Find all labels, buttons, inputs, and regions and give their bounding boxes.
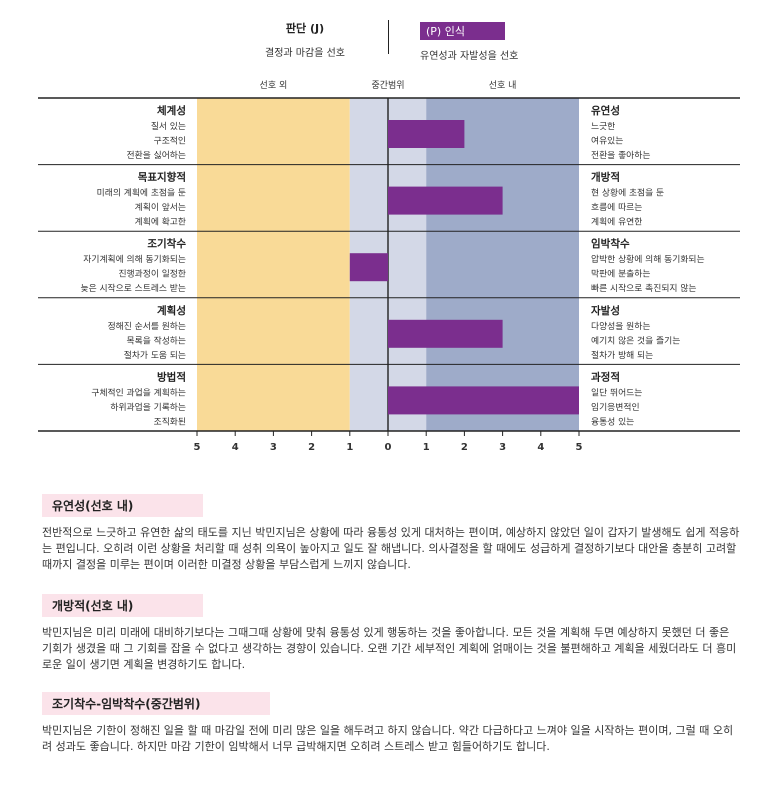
right-facet-desc: 느긋한	[591, 121, 615, 132]
facet-bar	[388, 120, 465, 148]
facet-bar	[388, 186, 503, 215]
axis-tick-label: 1	[423, 442, 430, 453]
right-facet-title: 과정적	[591, 370, 620, 383]
zone-label-out: 선호 외	[260, 79, 288, 91]
judging-header: 판단 (J) 결정과 마감을 선호	[250, 20, 360, 59]
perceiving-header: (P) 인식 유연성과 자발성을 선호	[420, 20, 550, 62]
right-facet-desc: 막판에 분출하는	[591, 269, 650, 280]
axis-tick-label: 4	[537, 442, 544, 453]
section-flexibility: 유연성(선호 내) 전반적으로 느긋하고 유연한 삶의 태도를 지닌 박민지님은…	[42, 494, 742, 573]
left-facet-title: 조기착수	[147, 237, 186, 250]
right-facet-desc: 압박한 상황에 의해 동기화되는	[591, 253, 705, 265]
perceiving-subtitle: 유연성과 자발성을 선호	[420, 51, 519, 62]
zone-in-preference	[426, 98, 579, 431]
right-facet-desc: 예기치 않은 것을 즐기는	[591, 334, 680, 346]
header-divider	[388, 20, 389, 54]
left-facet-desc: 하위과업을 기록하는	[110, 402, 186, 413]
left-facet-title: 방법적	[157, 370, 186, 383]
left-facet-desc: 구조적인	[154, 135, 186, 147]
section-start-timing: 조기착수-임박착수(중간범위) 박민지님은 기한이 정해진 일을 할 때 마감일…	[42, 692, 742, 755]
section-body: 박민지님은 기한이 정해진 일을 할 때 마감일 전에 미리 많은 일을 해두려…	[42, 724, 734, 753]
left-facet-desc: 늦은 시작으로 스트레스 받는	[80, 283, 186, 294]
right-facet-desc: 빠른 시작으로 촉진되지 않는	[591, 283, 697, 294]
right-facet-desc: 전환을 좋아하는	[591, 149, 650, 161]
zone-label-mid: 중간범위	[371, 80, 404, 91]
axis-tick-label: 5	[194, 442, 201, 453]
facet-bar	[388, 386, 579, 415]
perceiving-title: (P) 인식	[420, 22, 505, 40]
zone-label-in: 선호 내	[489, 80, 517, 91]
right-facet-desc: 흐름에 따르는	[591, 202, 642, 213]
right-facet-title: 자발성	[591, 304, 620, 317]
right-facet-desc: 절차가 방해 되는	[591, 349, 653, 361]
left-facet-desc: 절차가 도움 되는	[124, 349, 186, 361]
right-facet-desc: 융통성 있는	[591, 415, 634, 427]
section-heading: 조기착수-임박착수(중간범위)	[42, 692, 271, 715]
left-facet-desc: 질서 있는	[151, 120, 186, 132]
left-facet-title: 목표지향적	[138, 171, 186, 184]
axis-tick-label: 0	[385, 442, 392, 453]
axis-tick-label: 2	[308, 442, 315, 453]
right-facet-title: 개방적	[591, 171, 620, 184]
left-facet-desc: 조직화된	[154, 415, 186, 427]
judging-title: 판단 (J)	[285, 22, 325, 35]
left-facet-desc: 구체적인 과업을 계획하는	[91, 386, 186, 398]
zone-out-of-preference	[197, 98, 350, 431]
left-facet-desc: 미래의 계획에 초점을 둔	[97, 187, 186, 199]
right-facet-title: 임박착수	[591, 237, 630, 250]
left-facet-desc: 계획에 확고한	[135, 216, 186, 228]
left-facet-desc: 자기계획에 의해 동기화되는	[83, 253, 186, 265]
left-facet-desc: 목록을 작성하는	[127, 335, 186, 346]
axis-tick-label: 2	[461, 442, 468, 453]
left-facet-desc: 전환을 싫어하는	[127, 149, 186, 161]
left-facet-title: 체계성	[157, 104, 186, 117]
axis-tick-label: 5	[576, 442, 583, 453]
right-facet-desc: 여유있는	[591, 135, 623, 147]
judging-subtitle: 결정과 마감을 선호	[265, 48, 345, 59]
right-facet-title: 유연성	[591, 104, 620, 117]
left-facet-desc: 진행과정이 일정한	[118, 268, 186, 280]
section-openness: 개방적(선호 내) 박민지님은 미리 미래에 대비하기보다는 그때그때 상황에 …	[42, 594, 742, 673]
section-body: 박민지님은 미리 미래에 대비하기보다는 그때그때 상황에 맞춰 융통성 있게 …	[42, 626, 737, 671]
axis-tick-label: 4	[232, 442, 239, 453]
facet-bar	[349, 253, 388, 282]
left-facet-title: 계획성	[157, 304, 186, 317]
right-facet-desc: 다양성을 원하는	[591, 321, 650, 332]
section-body: 전반적으로 느긋하고 유연한 삶의 태도를 지닌 박민지님은 상황에 따라 융통…	[42, 526, 740, 571]
right-facet-desc: 계획에 유연한	[591, 216, 642, 228]
left-facet-desc: 계획이 앞서는	[135, 201, 186, 213]
section-heading: 개방적(선호 내)	[42, 594, 204, 617]
facet-bar	[388, 319, 503, 348]
axis-tick-label: 3	[270, 442, 277, 453]
section-heading: 유연성(선호 내)	[42, 494, 204, 517]
right-facet-desc: 일단 뛰어드는	[591, 387, 642, 398]
axis-tick-label: 1	[346, 442, 353, 453]
right-facet-desc: 현 상황에 초점을 둔	[591, 187, 664, 199]
axis-tick-label: 3	[499, 442, 506, 453]
right-facet-desc: 임기응변적인	[591, 401, 640, 413]
left-facet-desc: 정해진 순서를 원하는	[108, 321, 186, 332]
